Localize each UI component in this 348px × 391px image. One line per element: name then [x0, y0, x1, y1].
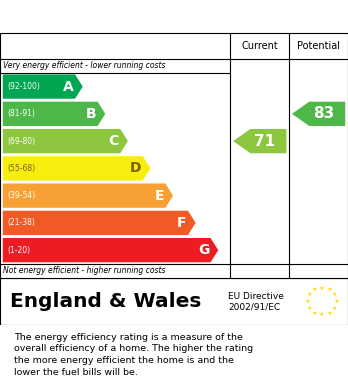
- Text: ★: ★: [306, 306, 312, 311]
- Text: Very energy efficient - lower running costs: Very energy efficient - lower running co…: [3, 61, 166, 70]
- Text: C: C: [109, 134, 119, 148]
- Text: ★: ★: [304, 299, 310, 304]
- Text: Energy Efficiency Rating: Energy Efficiency Rating: [10, 7, 240, 25]
- Text: A: A: [63, 79, 74, 93]
- Text: D: D: [130, 161, 141, 175]
- Text: 71: 71: [254, 134, 276, 149]
- Text: 83: 83: [313, 106, 334, 121]
- Polygon shape: [3, 156, 150, 181]
- Polygon shape: [292, 102, 345, 126]
- Text: EU Directive
2002/91/EC: EU Directive 2002/91/EC: [228, 292, 284, 311]
- Polygon shape: [3, 102, 105, 126]
- Text: (69-80): (69-80): [7, 136, 35, 145]
- Text: (92-100): (92-100): [7, 82, 40, 91]
- Text: B: B: [86, 107, 96, 121]
- Text: Not energy efficient - higher running costs: Not energy efficient - higher running co…: [3, 266, 166, 275]
- Text: ★: ★: [319, 312, 325, 317]
- Text: F: F: [177, 216, 187, 230]
- Text: (1-20): (1-20): [7, 246, 30, 255]
- Text: (39-54): (39-54): [7, 191, 35, 200]
- Polygon shape: [3, 238, 218, 262]
- Text: The energy efficiency rating is a measure of the
overall efficiency of a home. T: The energy efficiency rating is a measur…: [14, 332, 253, 377]
- Polygon shape: [233, 129, 286, 153]
- Text: G: G: [198, 243, 209, 257]
- Text: ★: ★: [332, 306, 337, 311]
- Text: (21-38): (21-38): [7, 219, 35, 228]
- Text: ★: ★: [311, 310, 317, 316]
- Text: ★: ★: [306, 292, 312, 297]
- Text: (81-91): (81-91): [7, 109, 35, 118]
- Text: ★: ★: [311, 287, 317, 292]
- Text: ★: ★: [326, 310, 332, 316]
- Text: (55-68): (55-68): [7, 164, 35, 173]
- Polygon shape: [3, 211, 196, 235]
- Text: Potential: Potential: [297, 41, 340, 51]
- Text: ★: ★: [334, 299, 339, 304]
- Text: Current: Current: [242, 41, 278, 51]
- Polygon shape: [3, 183, 173, 208]
- Text: ★: ★: [332, 292, 337, 297]
- Polygon shape: [3, 74, 83, 99]
- Text: England & Wales: England & Wales: [10, 292, 202, 311]
- Text: ★: ★: [319, 285, 325, 291]
- Text: E: E: [155, 188, 164, 203]
- Polygon shape: [3, 129, 128, 153]
- Text: ★: ★: [326, 287, 332, 292]
